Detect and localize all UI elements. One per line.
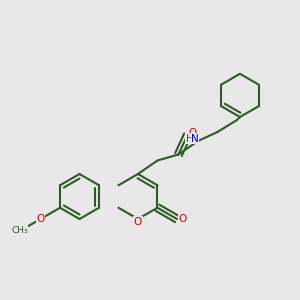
Text: CH₃: CH₃: [11, 226, 28, 235]
Text: O: O: [188, 128, 196, 139]
Text: O: O: [134, 217, 142, 227]
Text: H: H: [186, 134, 193, 144]
Text: O: O: [178, 214, 187, 224]
Text: N: N: [191, 134, 199, 144]
Text: O: O: [36, 214, 45, 224]
